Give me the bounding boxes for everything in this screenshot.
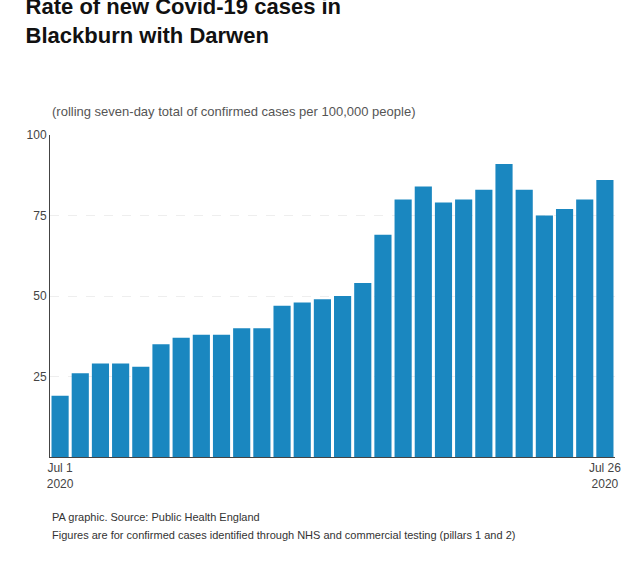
svg-text:75: 75 <box>33 209 47 223</box>
svg-text:Figures are for confirmed case: Figures are for confirmed cases identifi… <box>52 529 515 541</box>
svg-text:25: 25 <box>33 370 47 384</box>
svg-text:100: 100 <box>27 128 47 142</box>
svg-text:Jul 12020: Jul 12020 <box>47 461 74 491</box>
svg-text:Jul 262020: Jul 262020 <box>589 461 621 491</box>
svg-text:50: 50 <box>33 289 47 303</box>
svg-text:Rate of new Covid-19 cases inB: Rate of new Covid-19 cases inBlackburn w… <box>26 0 341 48</box>
svg-text:PA graphic. Source: Public Hea: PA graphic. Source: Public Health Englan… <box>52 511 260 523</box>
svg-text:(rolling seven-day total of co: (rolling seven-day total of confirmed ca… <box>52 104 416 119</box>
